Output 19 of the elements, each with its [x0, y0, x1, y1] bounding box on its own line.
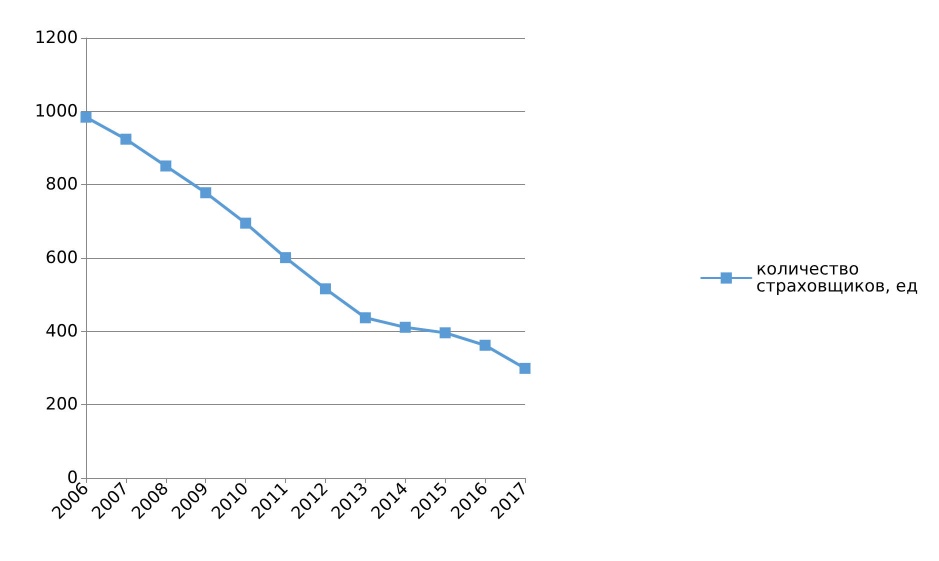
- point: [240, 218, 252, 229]
- y-tick-label: 1200: [34, 28, 78, 48]
- y-tick-label: 600: [46, 248, 78, 268]
- point: [400, 322, 411, 333]
- point: [80, 112, 92, 123]
- point: [440, 327, 451, 338]
- point: [280, 252, 292, 264]
- point: [120, 134, 132, 145]
- point: [520, 362, 530, 374]
- point: [480, 340, 491, 351]
- y-tick-label: 800: [46, 174, 78, 195]
- point: [320, 283, 331, 294]
- point: [360, 312, 371, 324]
- legend-label: количество страховщиков, ед: [756, 260, 918, 296]
- y-tick-label: 1000: [34, 101, 78, 122]
- y-tick-label: 200: [46, 394, 78, 415]
- point: [200, 187, 212, 198]
- y-tick-label: 400: [46, 321, 78, 342]
- point: [160, 160, 172, 172]
